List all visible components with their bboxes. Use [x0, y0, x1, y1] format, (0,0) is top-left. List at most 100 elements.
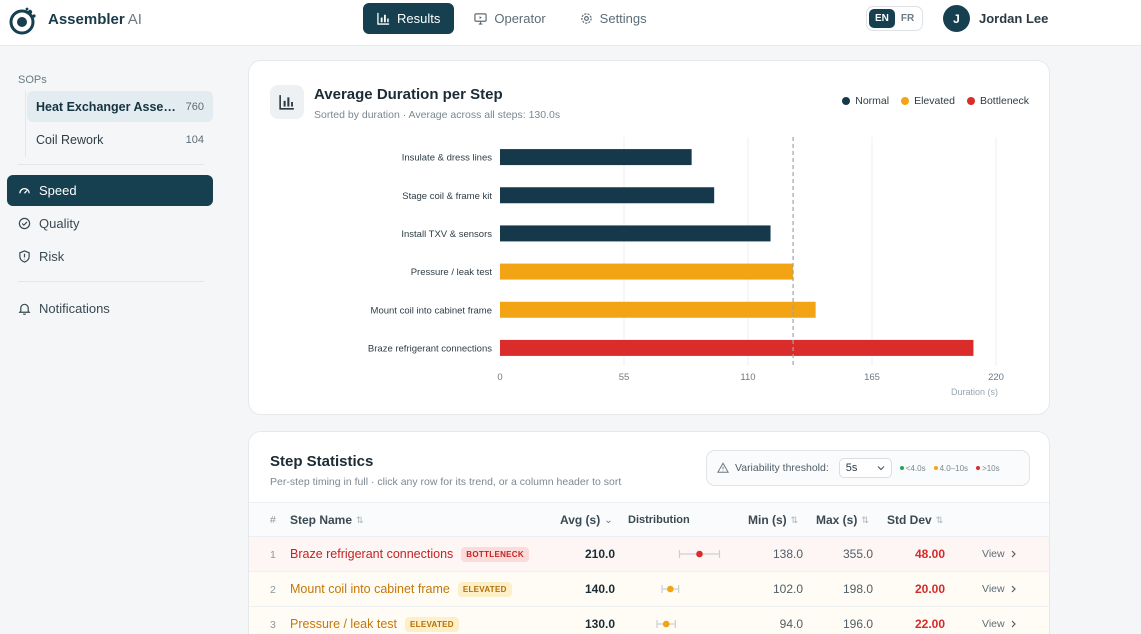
threshold-key-high: >10s: [976, 464, 1000, 473]
std-dev-cell: 20.00: [914, 582, 945, 596]
avg-cell: 140.0: [584, 582, 615, 596]
y-tick-label: Braze refrigerant connections: [368, 343, 492, 354]
lang-fr-button[interactable]: FR: [900, 13, 915, 24]
column-header-step-name[interactable]: Step Name ⇅: [290, 513, 364, 527]
nav-results-button[interactable]: Results: [363, 3, 455, 34]
nav-operator-label: Operator: [494, 11, 546, 26]
bar[interactable]: [500, 301, 816, 318]
bar-chart-icon: [270, 85, 304, 119]
step-name-cell: Pressure / leak test ELEVATED: [290, 617, 459, 632]
avatar[interactable]: J: [943, 5, 970, 32]
table-row[interactable]: 3 Pressure / leak test ELEVATED 130.0 94.0 19…: [249, 607, 1049, 634]
bar[interactable]: [500, 187, 715, 204]
sidebar-item-speed[interactable]: Speed: [7, 175, 213, 206]
sidebar-item-label: Speed: [39, 183, 77, 198]
legend-label: Elevated: [914, 95, 955, 107]
distribution-mean: [662, 620, 670, 628]
chevron-right-icon: [1011, 550, 1016, 558]
max-cell: 196.0: [842, 617, 873, 631]
view-button[interactable]: View: [982, 583, 1017, 595]
distribution-plot: [656, 620, 676, 628]
lang-en-button[interactable]: EN: [869, 9, 895, 28]
x-tick-label: 0: [497, 372, 502, 383]
sort-desc-icon: ⌄: [604, 514, 613, 526]
duration-chart-card: Average Duration per Step Sorted by dura…: [248, 60, 1050, 415]
sidebar-divider: [18, 281, 204, 282]
column-header-num: #: [270, 514, 276, 526]
step-name-cell: Braze refrigerant connections BOTTLENECK: [290, 547, 529, 562]
sidebar-divider: [18, 164, 204, 165]
shield-icon: [19, 250, 30, 263]
sidebar-item-notifications[interactable]: Notifications: [7, 293, 213, 324]
sidebar-item-quality[interactable]: Quality: [7, 208, 213, 239]
stats-subtitle: Per-step timing in full · click any row …: [270, 476, 622, 488]
sort-icon: ⇅: [356, 514, 364, 525]
sop-item-coil-rework[interactable]: Coil Rework 104: [27, 124, 213, 155]
sort-icon: ⇅: [861, 514, 869, 525]
app-logo-icon[interactable]: [8, 6, 38, 36]
y-tick-label: Stage coil & frame kit: [402, 191, 492, 202]
legend-item-elevated[interactable]: Elevated: [901, 95, 955, 107]
sop-heading: SOPs: [18, 74, 47, 86]
row-number: 1: [270, 549, 276, 561]
threshold-select[interactable]: 5s: [838, 458, 892, 478]
gauge-icon: [19, 188, 30, 194]
min-cell: 94.0: [779, 617, 803, 631]
chevron-right-icon: [1011, 585, 1016, 593]
min-cell: 102.0: [772, 582, 803, 596]
step-statistics-card: Step Statistics Per-step timing in full …: [248, 431, 1050, 634]
nav-settings-button[interactable]: Settings: [566, 3, 661, 34]
y-tick-label: Mount coil into cabinet frame: [371, 305, 492, 316]
sidebar-item-label: Risk: [39, 249, 65, 264]
bar[interactable]: [500, 225, 771, 242]
threshold-value: 5s: [845, 462, 858, 474]
sort-icon: ⇅: [935, 514, 944, 525]
x-tick-label: 220: [988, 372, 1004, 383]
legend-item-bottleneck[interactable]: Bottleneck: [966, 95, 1029, 107]
bar-chart-icon: [377, 12, 390, 25]
avg-cell: 130.0: [584, 617, 615, 631]
key-dot: [899, 466, 904, 470]
column-header-std-dev[interactable]: Std Dev ⇅: [887, 513, 944, 527]
y-tick-label: Install TXV & sensors: [401, 229, 492, 240]
column-header-min[interactable]: Min (s) ⇅: [748, 513, 799, 527]
top-bar: Assembler AI Results Operator Settings EN…: [0, 0, 1141, 46]
nav-settings-label: Settings: [599, 11, 647, 26]
x-axis-label: Duration (s): [951, 387, 998, 397]
check-circle-icon: [18, 217, 31, 230]
distribution-plot: [661, 585, 680, 593]
column-header-max[interactable]: Max (s) ⇅: [816, 513, 869, 527]
table-header: # Step Name ⇅ Avg (s) ⌄ Distribution Min (…: [249, 502, 1049, 537]
sop-item-count: 104: [185, 133, 204, 146]
row-number: 2: [270, 584, 276, 596]
bar[interactable]: [500, 339, 974, 356]
language-switch: EN FR: [866, 6, 924, 31]
bell-icon: [18, 303, 31, 315]
legend-item-normal[interactable]: Normal: [842, 95, 889, 107]
legend-label: Bottleneck: [979, 95, 1029, 107]
min-cell: 138.0: [772, 547, 803, 561]
gear-icon: [580, 13, 592, 24]
chart-legend: Normal Elevated Bottleneck: [842, 95, 1029, 107]
bar[interactable]: [500, 149, 692, 166]
nav-operator-button[interactable]: Operator: [460, 3, 559, 34]
view-button[interactable]: View: [982, 548, 1017, 560]
max-cell: 198.0: [842, 582, 873, 596]
sop-item-heat-exchanger[interactable]: Heat Exchanger Asse… 760: [27, 91, 213, 122]
table-row[interactable]: 2 Mount coil into cabinet frame ELEVATED 14…: [249, 572, 1049, 607]
duration-bar-chart: 0 55 110 165 220 Duration (s) Insulate & dress…: [368, 137, 1004, 397]
legend-swatch: [842, 97, 851, 105]
table-row[interactable]: 1 Braze refrigerant connections BOTTLENECK…: [249, 537, 1049, 572]
bar[interactable]: [500, 263, 794, 280]
key-dot: [976, 466, 981, 470]
max-cell: 355.0: [842, 547, 873, 561]
app-name: Assembler AI: [48, 11, 142, 28]
user-name: Jordan Lee: [979, 11, 1049, 26]
step-name-cell: Mount coil into cabinet frame ELEVATED: [290, 582, 512, 597]
user-menu[interactable]: J Jordan Lee: [943, 5, 1048, 32]
view-button[interactable]: View: [982, 618, 1017, 630]
y-tick-label: Insulate & dress lines: [402, 153, 493, 164]
distribution-mean: [696, 550, 703, 558]
sidebar-item-risk[interactable]: Risk: [7, 241, 213, 272]
column-header-avg[interactable]: Avg (s) ⌄: [560, 513, 613, 527]
